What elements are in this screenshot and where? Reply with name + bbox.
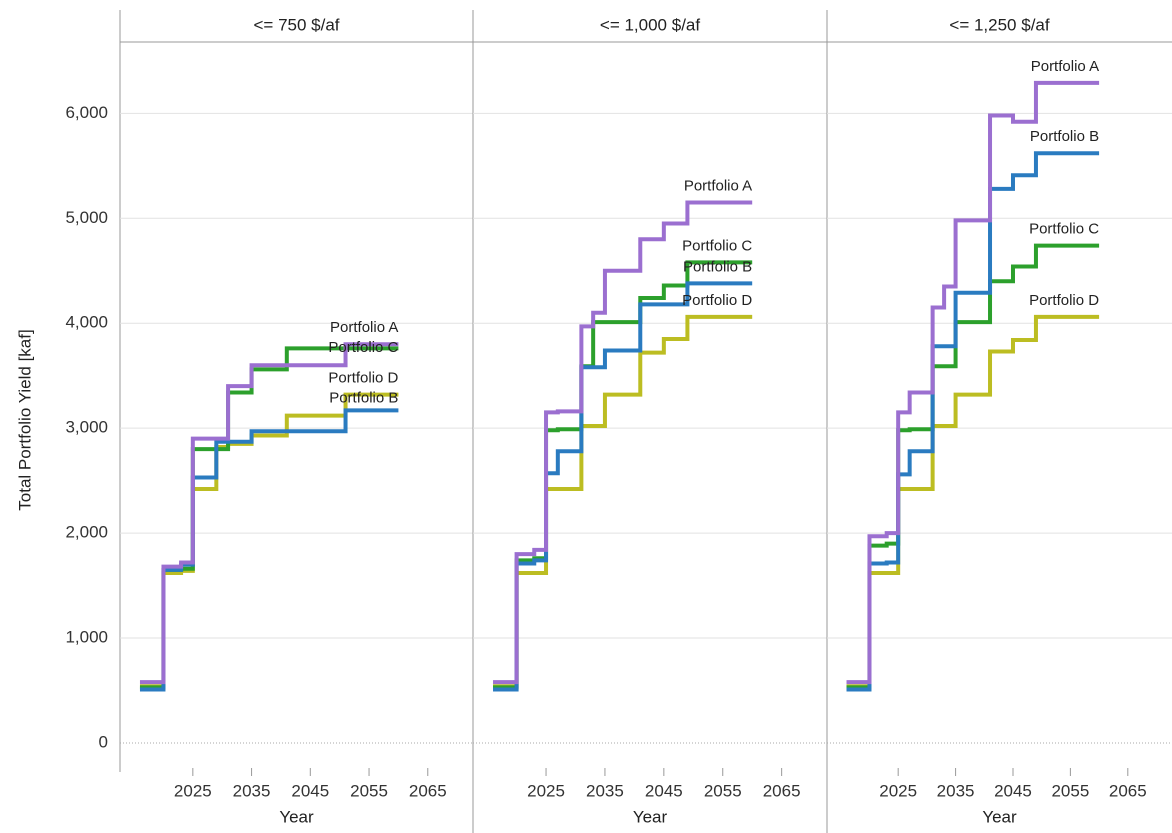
line-series bbox=[846, 151, 1100, 692]
x-tick-label: 2045 bbox=[645, 781, 683, 800]
x-tick-label: 2025 bbox=[879, 781, 917, 800]
series-label: Portfolio A bbox=[330, 319, 398, 336]
y-tick-label: 1,000 bbox=[65, 628, 108, 647]
panel-title: <= 1,000 $/af bbox=[600, 15, 700, 34]
line-series bbox=[139, 392, 399, 689]
x-tick-label: 2055 bbox=[1051, 781, 1089, 800]
x-tick-label: 2025 bbox=[174, 781, 212, 800]
line-series bbox=[139, 408, 399, 692]
panel-title: <= 750 $/af bbox=[253, 15, 339, 34]
line-series bbox=[493, 200, 753, 685]
line-series bbox=[846, 80, 1100, 685]
x-tick-label: 2065 bbox=[409, 781, 447, 800]
x-tick-label: 2035 bbox=[586, 781, 624, 800]
line-series bbox=[493, 260, 753, 690]
y-tick-label: 5,000 bbox=[65, 208, 108, 227]
series-label: Portfolio C bbox=[1029, 221, 1099, 238]
x-axis-label: Year bbox=[982, 807, 1017, 826]
y-tick-label: 3,000 bbox=[65, 418, 108, 437]
x-tick-label: 2065 bbox=[1109, 781, 1147, 800]
x-axis-label: Year bbox=[633, 807, 668, 826]
line-series bbox=[139, 342, 399, 685]
x-axis-label: Year bbox=[279, 807, 314, 826]
line-series bbox=[846, 314, 1100, 689]
y-tick-label: 6,000 bbox=[65, 103, 108, 122]
line-series bbox=[493, 314, 753, 689]
series-label: Portfolio B bbox=[683, 258, 752, 275]
y-axis-label: Total Portfolio Yield [kaf] bbox=[15, 329, 34, 510]
series-label: Portfolio C bbox=[682, 237, 752, 254]
x-tick-label: 2055 bbox=[350, 781, 388, 800]
y-tick-label: 4,000 bbox=[65, 313, 108, 332]
x-tick-label: 2055 bbox=[704, 781, 742, 800]
series-label: Portfolio D bbox=[682, 292, 752, 309]
line-series bbox=[493, 281, 753, 692]
series-label: Portfolio D bbox=[328, 370, 398, 387]
series-label: Portfolio B bbox=[1030, 128, 1099, 145]
y-tick-label: 0 bbox=[99, 732, 108, 751]
series-label: Portfolio C bbox=[328, 339, 398, 356]
series-label: Portfolio D bbox=[1029, 292, 1099, 309]
line-series bbox=[846, 243, 1100, 690]
series-label: Portfolio A bbox=[1031, 58, 1099, 75]
series-label: Portfolio B bbox=[329, 390, 398, 407]
x-tick-label: 2045 bbox=[291, 781, 329, 800]
series-label: Portfolio A bbox=[684, 178, 752, 195]
panel-title: <= 1,250 $/af bbox=[949, 15, 1049, 34]
x-tick-label: 2035 bbox=[233, 781, 271, 800]
x-tick-label: 2035 bbox=[937, 781, 975, 800]
x-tick-label: 2065 bbox=[763, 781, 801, 800]
x-tick-label: 2045 bbox=[994, 781, 1032, 800]
x-tick-label: 2025 bbox=[527, 781, 565, 800]
y-tick-label: 2,000 bbox=[65, 523, 108, 542]
